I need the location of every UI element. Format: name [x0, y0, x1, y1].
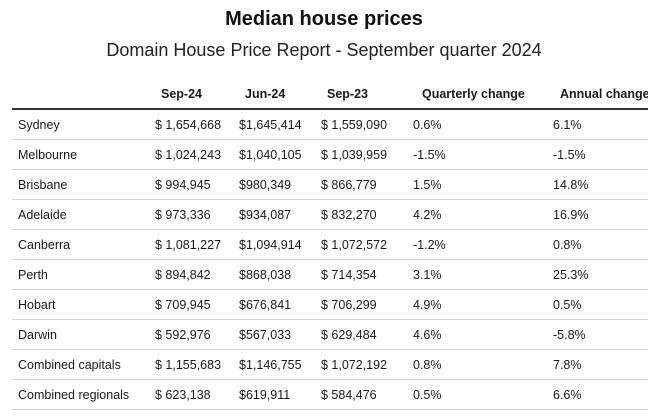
cell-sep-24: $ 1,081,227: [155, 229, 239, 260]
cell-region: Hobart: [12, 289, 155, 320]
cell-region: Perth: [12, 259, 155, 290]
cell-jun-24: $567,033: [239, 319, 321, 350]
table-row: Combined capitals $ 1,155,683 $1,146,755 $ …: [12, 349, 648, 380]
cell-jun-24: $1,645,414: [239, 109, 321, 140]
cell-sep-23: $ 866,779: [321, 169, 413, 200]
cell-quarterly-change: 3.1%: [413, 259, 553, 290]
cell-quarterly-change: -1.5%: [413, 139, 553, 170]
table-header: Sep-24 Jun-24 Sep-23 Quarterly change Annual…: [12, 80, 648, 110]
cell-region: Brisbane: [12, 169, 155, 200]
cell-region: Melbourne: [12, 139, 155, 170]
cell-sep-23: $ 1,072,192: [321, 349, 413, 380]
cell-quarterly-change: -1.2%: [413, 229, 553, 260]
cell-jun-24: $868,038: [239, 259, 321, 290]
table-row: Sydney $ 1,654,668 $1,645,414 $ 1,559,090 0.…: [12, 109, 648, 140]
cell-jun-24: $934,087: [239, 199, 321, 230]
cell-jun-24: $1,040,105: [239, 139, 321, 170]
cell-sep-24: $ 894,842: [155, 259, 239, 290]
cell-sep-24: $ 994,945: [155, 169, 239, 200]
cell-sep-24: $ 1,024,243: [155, 139, 239, 170]
table-row: Perth $ 894,842 $868,038 $ 714,354 3.1% 25.3%: [12, 259, 648, 290]
chart-title: Median house prices: [225, 8, 423, 30]
cell-annual-change: 0.5%: [553, 289, 648, 320]
column-header-quarterly-change: Quarterly change: [413, 80, 553, 110]
cell-sep-24: $ 1,654,668: [155, 109, 239, 140]
cell-sep-23: $ 714,354: [321, 259, 413, 290]
cell-sep-23: $ 1,072,572: [321, 229, 413, 260]
cell-sep-23: $ 584,476: [321, 379, 413, 410]
cell-region: Darwin: [12, 319, 155, 350]
cell-region: Sydney: [12, 109, 155, 140]
column-header-annual-change: Annual change: [553, 80, 648, 110]
cell-quarterly-change: 0.6%: [413, 109, 553, 140]
cell-sep-23: $ 832,270: [321, 199, 413, 230]
table-row: Canberra $ 1,081,227 $1,094,914 $ 1,072,572…: [12, 229, 648, 260]
cell-sep-23: $ 1,559,090: [321, 109, 413, 140]
cell-annual-change: -1.5%: [553, 139, 648, 170]
cell-sep-23: $ 706,299: [321, 289, 413, 320]
cell-sep-23: $ 629,484: [321, 319, 413, 350]
header-row: Sep-24 Jun-24 Sep-23 Quarterly change Annual…: [12, 80, 648, 110]
cell-annual-change: 25.3%: [553, 259, 648, 290]
cell-annual-change: 6.1%: [553, 109, 648, 140]
cell-jun-24: $980,349: [239, 169, 321, 200]
cell-quarterly-change: 0.5%: [413, 379, 553, 410]
cell-annual-change: 6.6%: [553, 379, 648, 410]
cell-region: Canberra: [12, 229, 155, 260]
cell-quarterly-change: 4.9%: [413, 289, 553, 320]
cell-sep-24: $ 592,976: [155, 319, 239, 350]
cell-region: Adelaide: [12, 199, 155, 230]
cell-quarterly-change: 0.8%: [413, 349, 553, 380]
cell-sep-24: $ 1,155,683: [155, 349, 239, 380]
median-prices-table: Sep-24 Jun-24 Sep-23 Quarterly change Annual…: [12, 80, 648, 410]
column-header-sep-23: Sep-23: [321, 80, 413, 110]
cell-jun-24: $1,146,755: [239, 349, 321, 380]
cell-jun-24: $1,094,914: [239, 229, 321, 260]
cell-sep-23: $ 1,039,959: [321, 139, 413, 170]
cell-region: Combined regionals: [12, 379, 155, 410]
column-header-region: [12, 80, 155, 110]
cell-region: Combined capitals: [12, 349, 155, 380]
column-header-jun-24: Jun-24: [239, 80, 321, 110]
cell-quarterly-change: 4.2%: [413, 199, 553, 230]
table-row: Adelaide $ 973,336 $934,087 $ 832,270 4.2% 16…: [12, 199, 648, 230]
table-row: Melbourne $ 1,024,243 $1,040,105 $ 1,039,95…: [12, 139, 648, 170]
column-header-sep-24: Sep-24: [155, 80, 239, 110]
table-body: Sydney $ 1,654,668 $1,645,414 $ 1,559,090 0.…: [12, 109, 648, 410]
cell-annual-change: 0.8%: [553, 229, 648, 260]
cell-quarterly-change: 1.5%: [413, 169, 553, 200]
table-row: Hobart $ 709,945 $676,841 $ 706,299 4.9% 0.5%: [12, 289, 648, 320]
cell-annual-change: -5.8%: [553, 319, 648, 350]
cell-sep-24: $ 709,945: [155, 289, 239, 320]
cell-sep-24: $ 973,336: [155, 199, 239, 230]
table-row: Combined regionals $ 623,138 $619,911 $ 584…: [12, 379, 648, 410]
table-row: Darwin $ 592,976 $567,033 $ 629,484 4.6% -5.8…: [12, 319, 648, 350]
cell-annual-change: 7.8%: [553, 349, 648, 380]
table-row: Brisbane $ 994,945 $980,349 $ 866,779 1.5% 14…: [12, 169, 648, 200]
cell-sep-24: $ 623,138: [155, 379, 239, 410]
cell-annual-change: 16.9%: [553, 199, 648, 230]
cell-quarterly-change: 4.6%: [413, 319, 553, 350]
cell-jun-24: $676,841: [239, 289, 321, 320]
cell-annual-change: 14.8%: [553, 169, 648, 200]
chart-subtitle: Domain House Price Report - September qu…: [106, 40, 542, 60]
cell-jun-24: $619,911: [239, 379, 321, 410]
